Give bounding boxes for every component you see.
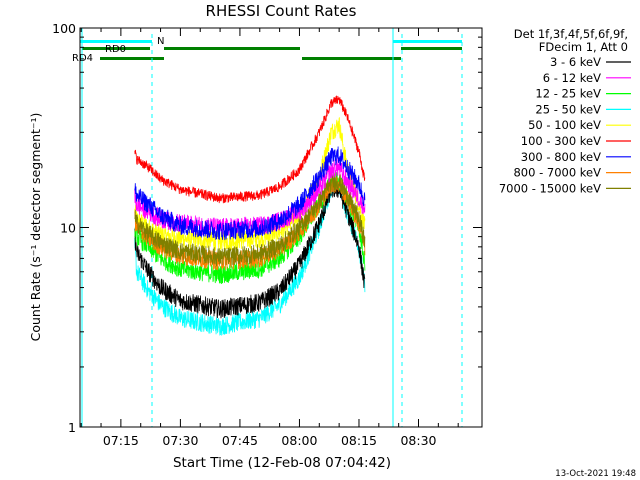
series-line (134, 172, 366, 267)
series-layer (134, 95, 366, 336)
legend-label: 100 - 300 keV (521, 134, 601, 148)
legend-label: 50 - 100 keV (528, 118, 601, 132)
legend-label: 800 - 7000 keV (513, 166, 601, 180)
x-tick-label: 07:45 (222, 433, 258, 448)
y-tick-label: 1 (68, 420, 76, 435)
legend-label: 6 - 12 keV (543, 71, 601, 85)
x-axis-label: Start Time (12-Feb-08 07:04:42) (173, 455, 391, 471)
legend-label: 300 - 800 keV (521, 150, 601, 164)
y-tick-label: 10 (60, 221, 76, 236)
y-tick-label: 100 (52, 21, 76, 36)
legend-label: 7000 - 15000 keV (499, 181, 601, 195)
axes: 07:15 07:30 07:45 08:00 08:15 08:30 1 10 100 (52, 21, 483, 448)
series-line (134, 117, 366, 251)
legend-header-line1: Det 1f,3f,4f,5f,6f,9f, (514, 27, 628, 41)
series-line (134, 146, 366, 241)
x-tick-label: 08:30 (400, 433, 436, 448)
x-tick-label: 08:00 (281, 433, 317, 448)
x-tick-label: 07:15 (103, 433, 139, 448)
footer-timestamp: 13-Oct-2021 19:48 (555, 469, 636, 479)
legend: Det 1f,3f,4f,5f,6f,9f, FDecim 1, Att 0 3… (499, 27, 631, 195)
y-axis-label: Count Rate (s⁻¹ detector segment⁻¹) (28, 113, 43, 342)
x-tick-label: 07:30 (162, 433, 198, 448)
legend-label: 12 - 25 keV (535, 87, 601, 101)
series-line (134, 95, 366, 204)
legend-label: 3 - 6 keV (550, 55, 601, 69)
legend-label: 25 - 50 keV (535, 102, 601, 116)
flag-label: N (157, 36, 164, 47)
flag-label: RD0 (105, 44, 126, 55)
x-tick-label: 08:15 (341, 433, 377, 448)
chart-title: RHESSI Count Rates (206, 2, 357, 20)
legend-header-line2: FDecim 1, Att 0 (539, 40, 628, 54)
